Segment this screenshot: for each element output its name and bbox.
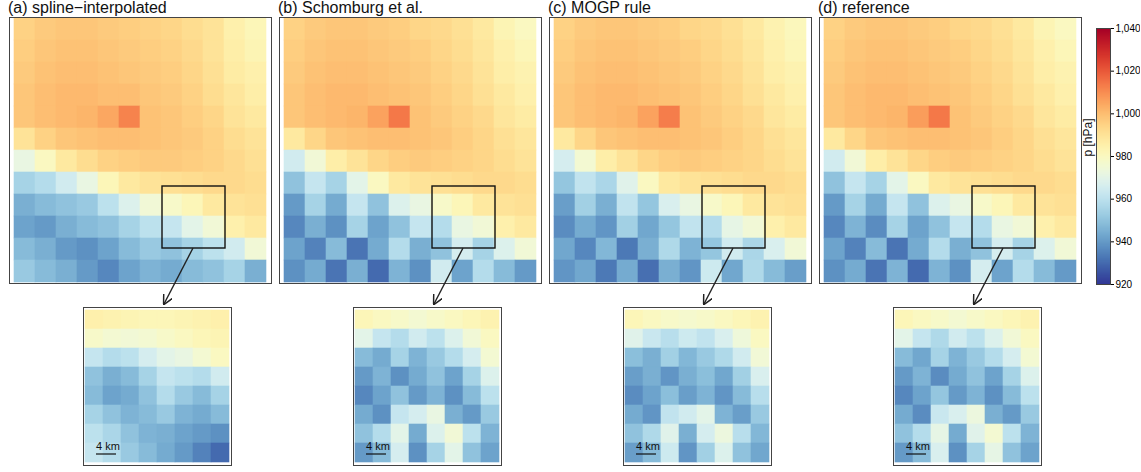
html-text:4 km: 4 km: [636, 440, 660, 452]
html-text:(c) MOGP rule: (c) MOGP rule: [548, 0, 651, 16]
svg-text:920: 920: [1116, 279, 1133, 290]
svg-text:940: 940: [1116, 236, 1133, 247]
svg-text:980: 980: [1116, 151, 1133, 162]
html-text:4 km: 4 km: [906, 440, 930, 452]
svg-text:960: 960: [1116, 193, 1133, 204]
html-text:4 km: 4 km: [366, 440, 390, 452]
svg-text:1,020: 1,020: [1116, 65, 1141, 76]
svg-text:1,040: 1,040: [1116, 23, 1141, 34]
html-text:(a) spline−interpolated: (a) spline−interpolated: [8, 0, 167, 16]
html-text:(d) reference: (d) reference: [818, 0, 910, 16]
html-text:(b) Schomburg et al.: (b) Schomburg et al.: [278, 0, 423, 16]
html-text:4 km: 4 km: [96, 440, 120, 452]
svg-text:p [hPa]: p [hPa]: [1081, 118, 1095, 156]
svg-text:1,000: 1,000: [1116, 108, 1141, 119]
